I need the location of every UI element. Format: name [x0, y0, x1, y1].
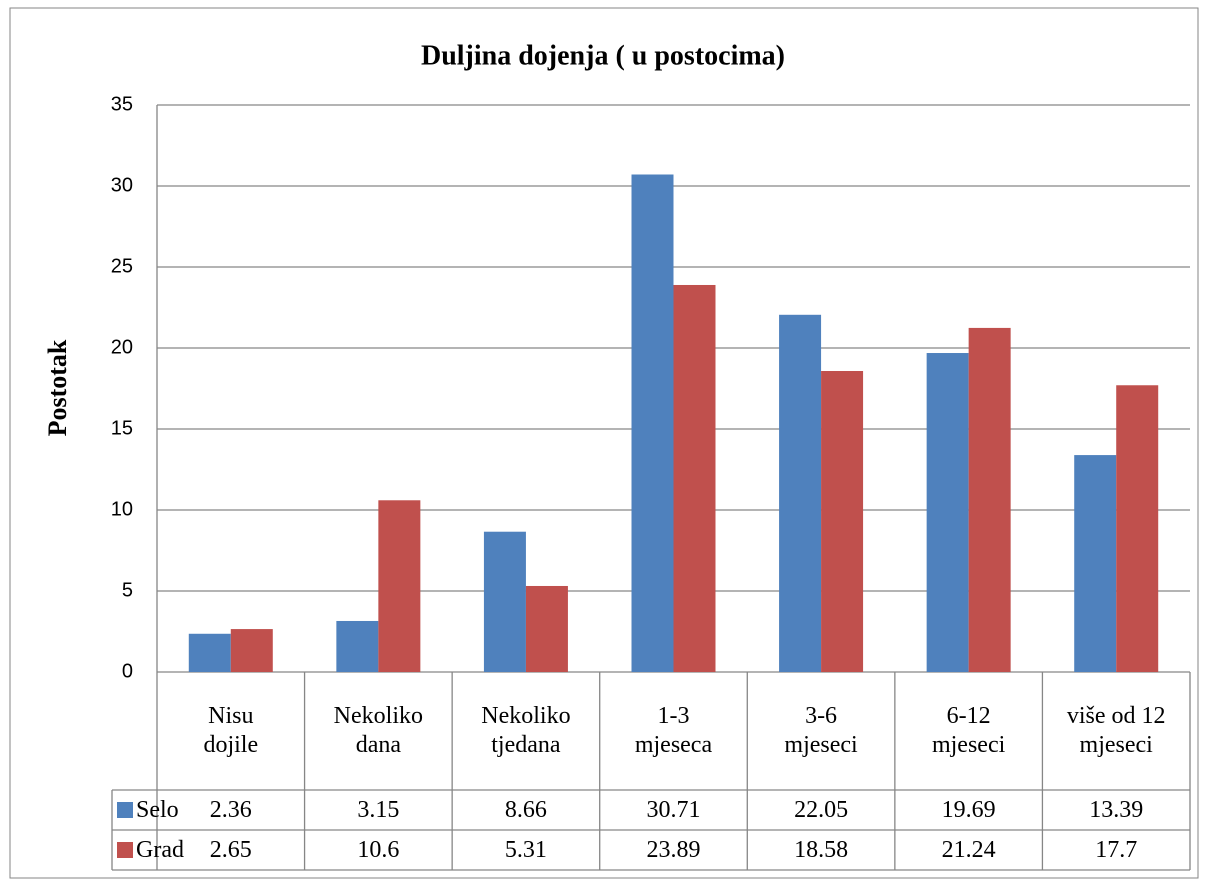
y-axis-label: Postotak [43, 339, 72, 436]
table-value: 30.71 [600, 790, 748, 830]
legend-label: Grad [136, 830, 184, 870]
bar [968, 327, 1011, 672]
bar [1116, 385, 1159, 672]
table-value-text: 2.65 [209, 836, 252, 863]
y-tick-label: 25 [111, 255, 133, 277]
table-value-text: 3.15 [357, 796, 400, 823]
table-value: 22.05 [747, 790, 895, 830]
x-tick-label-text: 6-12 mjeseci [931, 703, 1006, 758]
bar [525, 585, 568, 672]
x-tick-label: 6-12 mjeseci [895, 672, 1043, 790]
y-tick-label: 15 [111, 417, 133, 439]
bar [926, 353, 969, 672]
bar [673, 284, 716, 672]
table-value-text: 5.31 [504, 836, 547, 863]
bar [378, 500, 421, 672]
table-value-text: 10.6 [357, 836, 400, 863]
x-tick-label: Nekoliko dana [305, 672, 453, 790]
table-value: 10.6 [305, 830, 453, 870]
bar [631, 174, 674, 673]
table-value: 13.39 [1042, 790, 1190, 830]
table-value: 3.15 [305, 790, 453, 830]
x-tick-label-text: Nisu dojile [203, 703, 259, 758]
y-tick-label: 10 [111, 498, 133, 520]
legend-swatch [117, 842, 133, 858]
bar [336, 620, 379, 672]
bar [188, 633, 231, 672]
table-value-text: 18.58 [794, 836, 849, 863]
table-value-text: 21.24 [941, 836, 996, 863]
bar [483, 531, 526, 672]
legend-label: Selo [136, 790, 179, 830]
table-value: 19.69 [895, 790, 1043, 830]
bar [1074, 455, 1117, 672]
table-value-text: 19.69 [941, 796, 996, 823]
table-value-text: 13.39 [1089, 796, 1144, 823]
x-tick-label-text: više od 12 mjeseci [1066, 703, 1166, 758]
x-tick-label-text: 1-3 mjeseca [634, 703, 713, 758]
bar [230, 629, 273, 672]
table-value: 17.7 [1042, 830, 1190, 870]
y-tick-label: 5 [122, 579, 133, 601]
table-value: 2.65 [157, 830, 305, 870]
x-tick-label-text: Nekoliko tjedana [481, 703, 571, 758]
table-value: 2.36 [157, 790, 305, 830]
x-tick-label-text: 3-6 mjeseci [784, 703, 858, 758]
legend-swatch [117, 802, 133, 818]
y-tick-label: 30 [111, 174, 133, 196]
table-value-text: 17.7 [1095, 836, 1138, 863]
table-value: 18.58 [747, 830, 895, 870]
x-tick-label: Nisu dojile [157, 672, 305, 790]
chart-title: Duljina dojenja ( u postocima) [421, 40, 785, 71]
y-tick-label: 0 [122, 660, 133, 682]
x-tick-label-text: Nekoliko dana [333, 703, 423, 758]
y-tick-label: 20 [111, 336, 133, 358]
table-value: 5.31 [452, 830, 600, 870]
legend-label-text: Grad [136, 836, 184, 863]
x-tick-label: Nekoliko tjedana [452, 672, 600, 790]
x-tick-label: 3-6 mjeseci [747, 672, 895, 790]
x-tick-label: 1-3 mjeseca [600, 672, 748, 790]
bar [779, 314, 822, 672]
table-value-text: 8.66 [504, 796, 547, 823]
table-value-text: 30.71 [646, 796, 701, 823]
table-value: 21.24 [895, 830, 1043, 870]
x-tick-label: više od 12 mjeseci [1042, 672, 1190, 790]
bar [821, 371, 864, 672]
table-value-text: 22.05 [794, 796, 849, 823]
table-value: 8.66 [452, 790, 600, 830]
table-value: 23.89 [600, 830, 748, 870]
table-value-text: 23.89 [646, 836, 701, 863]
table-value-text: 2.36 [209, 796, 252, 823]
legend-label-text: Selo [136, 796, 179, 823]
y-tick-label: 35 [111, 93, 133, 115]
